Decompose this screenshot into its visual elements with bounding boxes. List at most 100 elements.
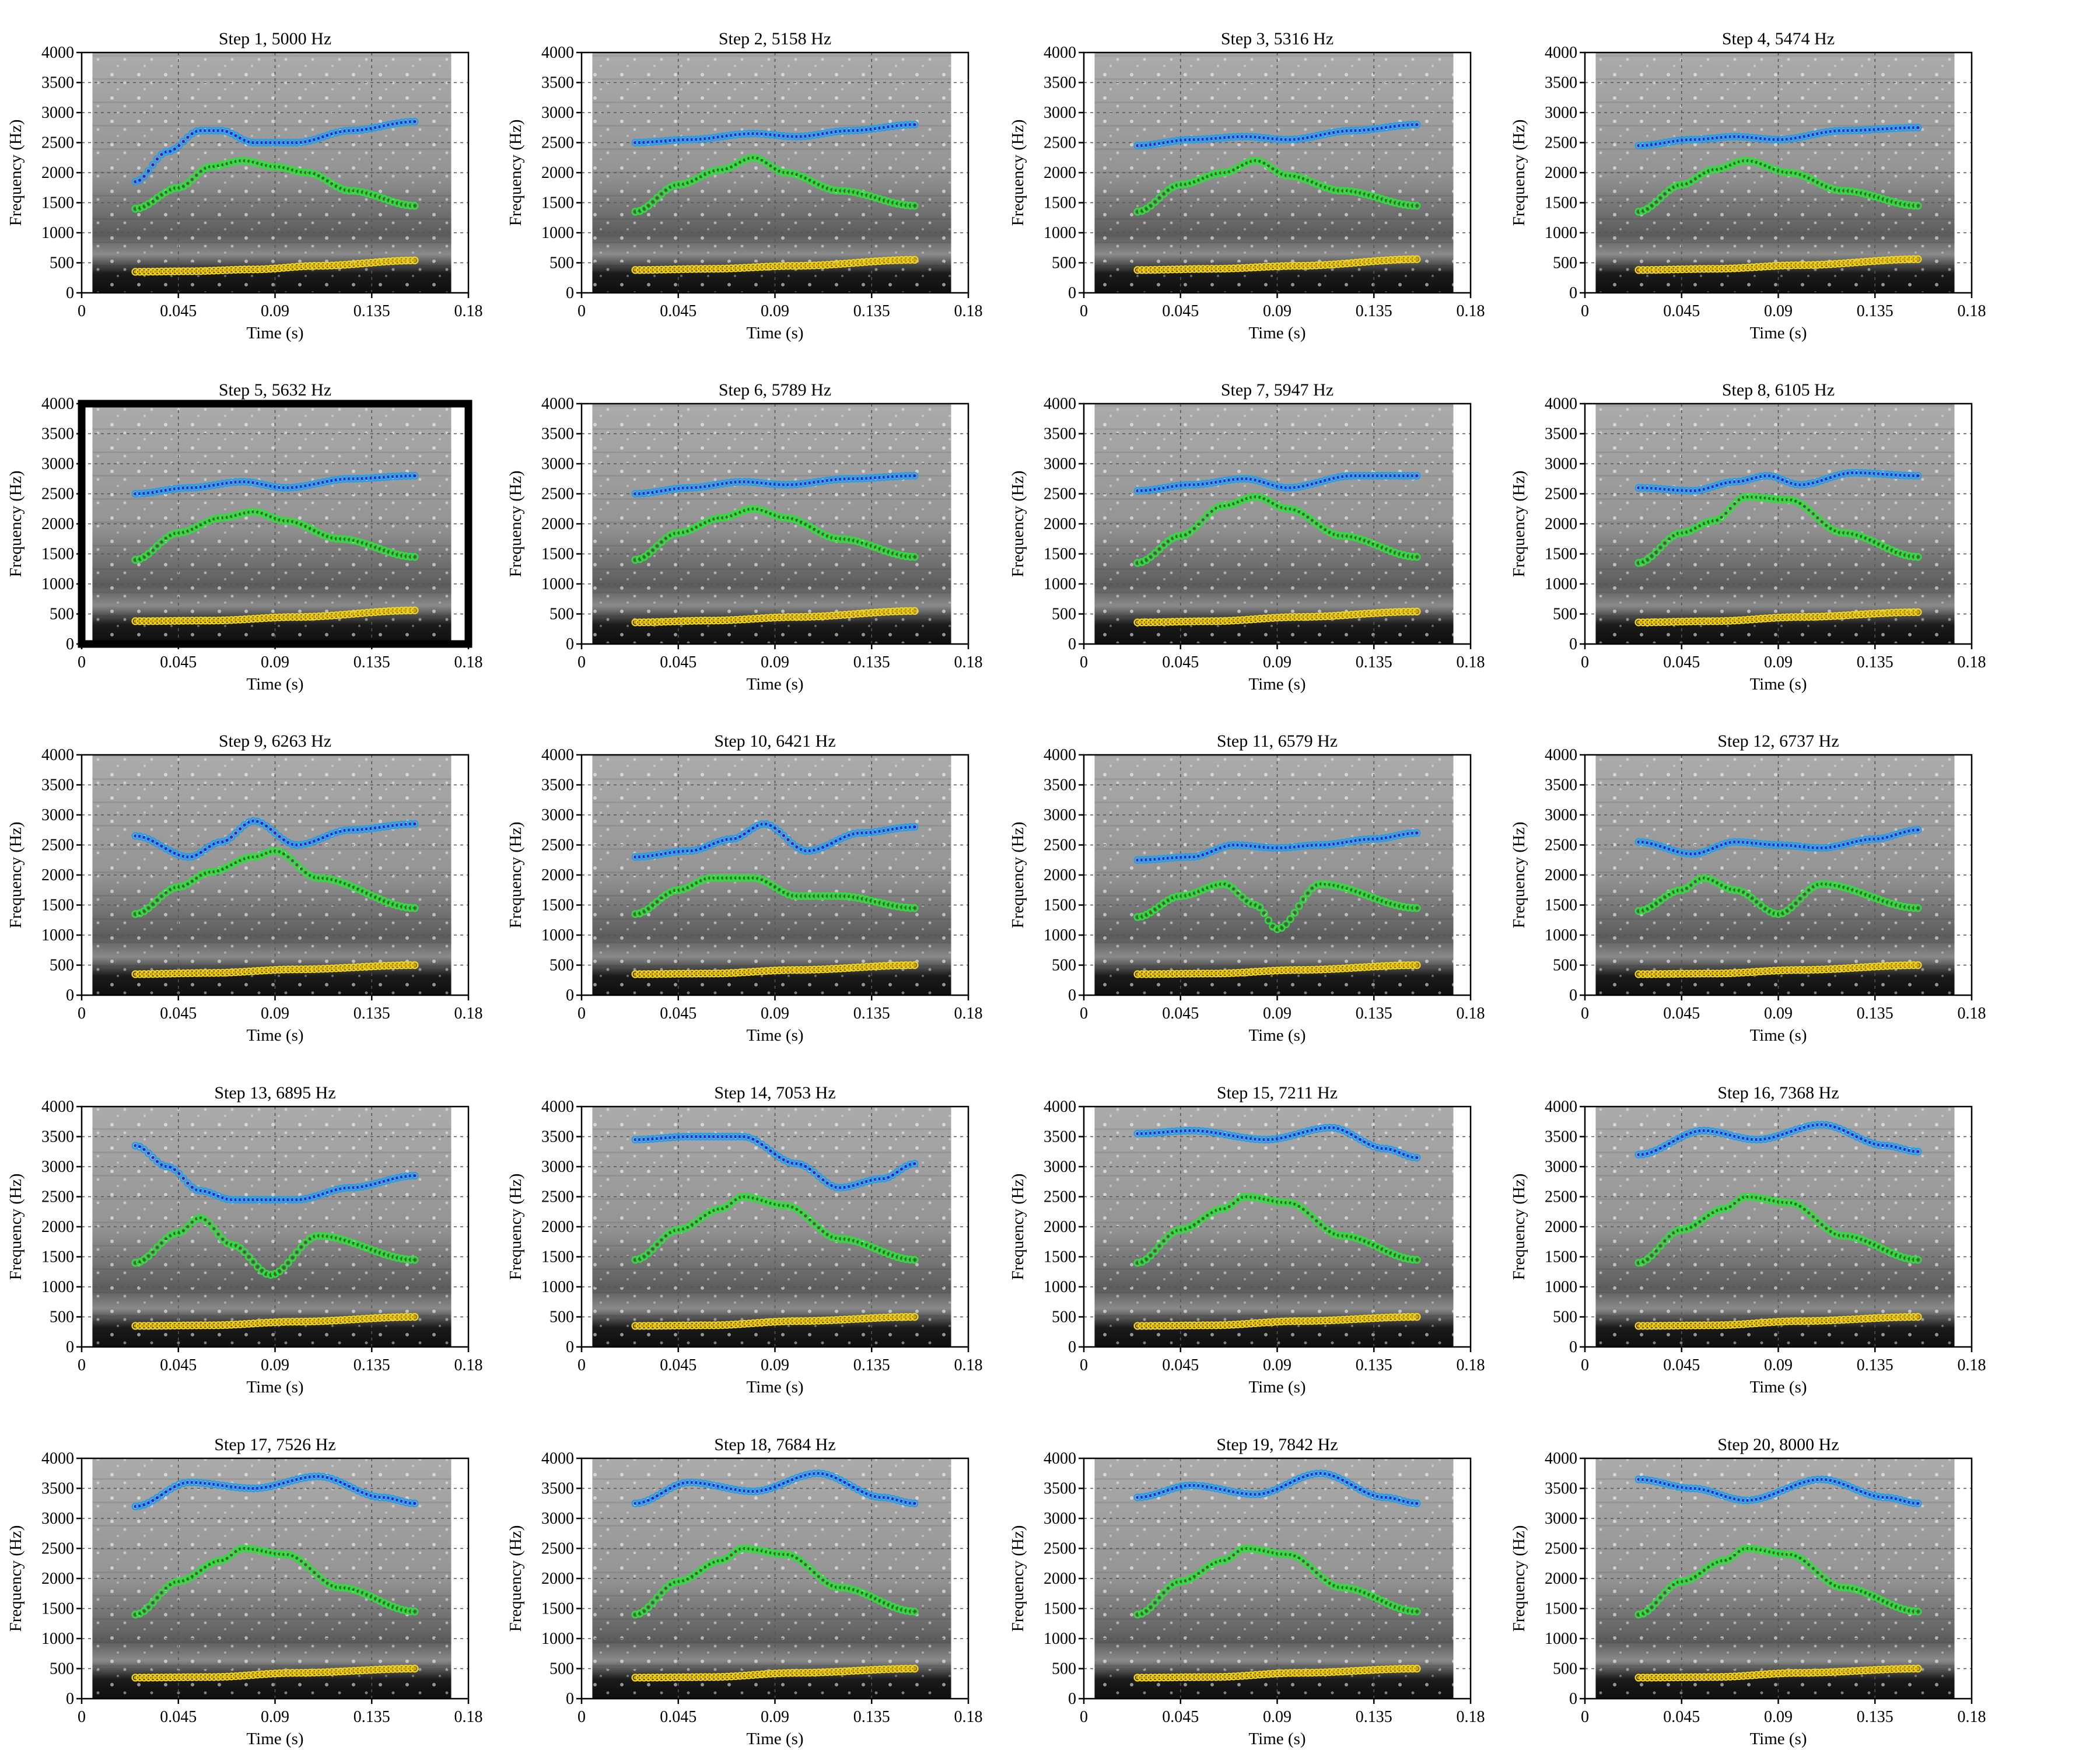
y-axis-label: Frequency (Hz) [1009, 822, 1027, 929]
F2-smoothed-point [295, 863, 299, 867]
F3-smoothed-point [181, 139, 185, 144]
F2-smoothed-point [655, 544, 659, 548]
F3-smoothed-point [138, 178, 142, 182]
F2-raw-point [1382, 196, 1391, 205]
F3-raw-point [310, 135, 318, 144]
x-tick-label: 0.09 [261, 302, 289, 320]
F2-raw-point [793, 170, 801, 179]
F3-smoothed-point [186, 135, 190, 139]
x-tick-label: 0.09 [761, 1005, 789, 1023]
x-tick-label: 0 [78, 1005, 86, 1023]
F2-smoothed-point [1310, 519, 1314, 522]
F2-raw-point [1364, 191, 1373, 200]
F2-smoothed-point [1689, 883, 1693, 887]
F3-smoothed-point [160, 153, 163, 156]
F2-smoothed-point [1415, 204, 1419, 208]
x-axis-label: Time (s) [246, 324, 303, 342]
F1-smoothed-point [1916, 257, 1920, 261]
F2-raw-point [166, 186, 174, 194]
y-axis-label: Frequency (Hz) [506, 120, 525, 226]
F1-smoothed-point [912, 963, 916, 967]
x-tick-label: 0.09 [1764, 302, 1793, 320]
y-tick-label: 0 [66, 635, 74, 653]
y-tick-label: 1000 [541, 926, 574, 944]
F2-smoothed-point [764, 161, 768, 164]
F2-smoothed-point [769, 164, 772, 167]
y-tick-label: 2500 [1044, 134, 1076, 152]
F3-raw-point [332, 128, 340, 137]
F2-raw-point [649, 198, 657, 206]
F2-raw-point [701, 170, 709, 178]
F3-raw-point [236, 134, 244, 142]
y-tick-label: 2500 [41, 836, 74, 855]
F2-smoothed-point [1157, 196, 1161, 200]
y-tick-label: 2000 [541, 164, 574, 182]
F2-smoothed-point [1807, 508, 1811, 512]
y-tick-label: 1000 [1545, 575, 1577, 593]
F2-raw-point [1304, 176, 1312, 184]
F2-smoothed-point [1811, 512, 1815, 516]
F3-smoothed-point [913, 123, 916, 127]
F2-smoothed-point [1232, 168, 1236, 172]
F2-smoothed-point [299, 867, 303, 871]
y-tick-label: 3000 [41, 104, 74, 122]
F3-raw-point [314, 134, 323, 142]
y-tick-label: 1500 [1044, 194, 1076, 212]
F2-smoothed-point [1258, 905, 1262, 909]
F2-smoothed-point [1241, 895, 1244, 899]
F2-raw-point [644, 201, 653, 210]
y-tick-label: 3500 [1044, 776, 1076, 794]
F2-raw-point [306, 169, 314, 177]
F2-smoothed-point [660, 540, 663, 544]
F2-raw-point [135, 204, 144, 212]
F1-smoothed-point [912, 609, 916, 613]
F2-raw-point [653, 194, 662, 202]
F2-smoothed-point [290, 859, 295, 863]
F2-smoothed-point [1803, 505, 1806, 508]
F2-smoothed-point [1654, 902, 1658, 905]
F2-raw-point [723, 164, 731, 173]
y-tick-label: 3000 [41, 806, 74, 824]
F2-raw-point [223, 159, 231, 168]
F2-raw-point [802, 174, 810, 183]
F1-smoothed-point [1415, 257, 1419, 261]
panel-title: Step 1, 5000 Hz [219, 29, 331, 48]
F2-raw-point [871, 194, 880, 202]
y-tick-label: 4000 [541, 395, 574, 413]
x-axis-label: Time (s) [1248, 1026, 1306, 1045]
F2-smoothed-point [1271, 167, 1275, 171]
F2-smoothed-point [664, 188, 668, 192]
F2-smoothed-point [160, 193, 163, 197]
y-tick-label: 2000 [41, 515, 74, 533]
F2-smoothed-point [1650, 204, 1654, 208]
y-tick-label: 2500 [1545, 134, 1577, 152]
F1-smoothed-point [912, 258, 916, 262]
F2-raw-point [1181, 180, 1190, 188]
F2-raw-point [635, 206, 644, 215]
F2-smoothed-point [913, 555, 916, 559]
F2-raw-point [1255, 157, 1264, 166]
y-tick-label: 1500 [41, 545, 74, 564]
F2-smoothed-point [773, 167, 777, 170]
x-tick-label: 0.09 [1764, 653, 1793, 671]
x-tick-label: 0.18 [1457, 1005, 1485, 1023]
y-tick-label: 1500 [541, 545, 574, 564]
F2-smoothed-point [146, 552, 150, 556]
y-tick-label: 4000 [1545, 44, 1577, 62]
F2-smoothed-point [1315, 522, 1318, 526]
F2-smoothed-point [1415, 907, 1419, 910]
panel-title: Step 8, 6105 Hz [1722, 380, 1835, 400]
F2-smoothed-point [1153, 908, 1157, 911]
y-tick-label: 2500 [1044, 485, 1076, 503]
x-tick-label: 0.18 [1958, 653, 1986, 671]
y-tick-label: 3000 [541, 806, 574, 824]
y-tick-label: 0 [1068, 284, 1076, 302]
F2-raw-point [367, 190, 375, 198]
F3-raw-point [306, 136, 314, 145]
F3-smoothed-point [782, 834, 786, 837]
F2-raw-point [1360, 190, 1368, 198]
F2-smoothed-point [1310, 886, 1314, 890]
y-tick-label: 4000 [1044, 44, 1076, 62]
F2-smoothed-point [1663, 192, 1667, 195]
F2-raw-point [853, 189, 862, 197]
